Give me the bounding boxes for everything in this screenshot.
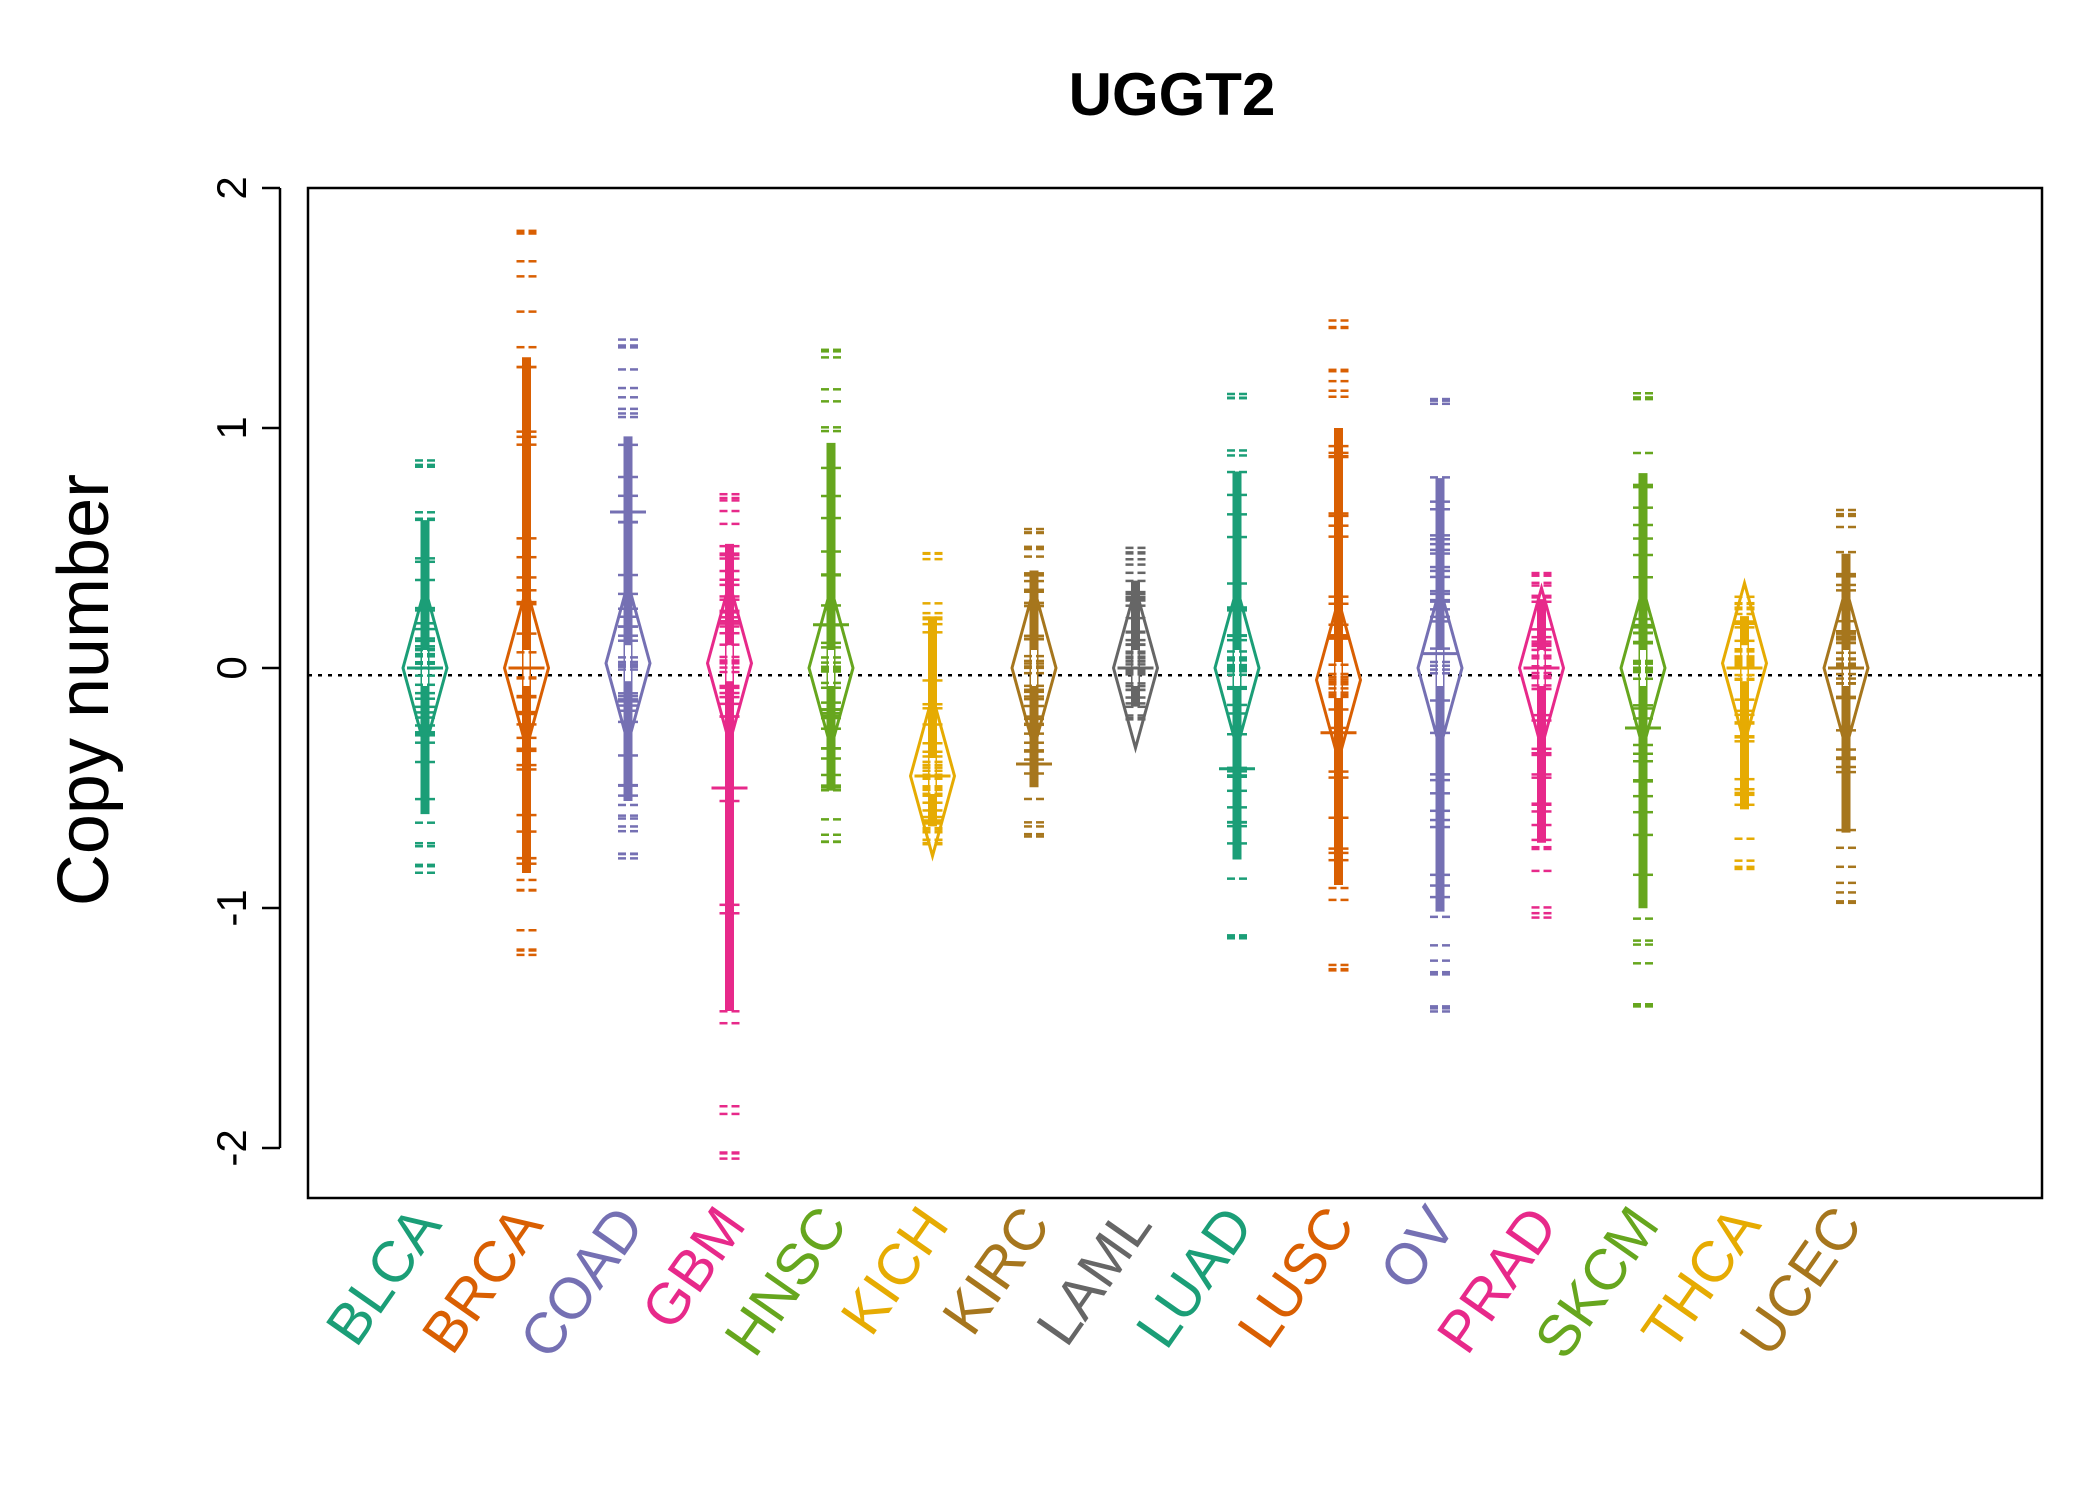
y-tick-label: -2 bbox=[208, 1129, 255, 1166]
y-tick-label: -1 bbox=[208, 889, 255, 926]
y-axis: -2 -1 0 1 2 bbox=[208, 176, 282, 1167]
bean-gbm bbox=[705, 492, 754, 1160]
y-tick-label: 1 bbox=[208, 416, 255, 439]
y-tick-label: 2 bbox=[208, 176, 255, 199]
bean-thca bbox=[1720, 577, 1769, 871]
bean-kirc bbox=[1010, 527, 1058, 838]
y-tick-label: 0 bbox=[208, 656, 255, 679]
bean-density bbox=[908, 690, 957, 862]
bean-luad bbox=[1213, 392, 1261, 940]
bean-blca bbox=[401, 459, 449, 874]
y-axis-label: Copy number bbox=[44, 474, 124, 906]
bean-kich bbox=[908, 551, 957, 862]
bean-laml bbox=[1111, 546, 1160, 754]
bean-prad bbox=[1517, 571, 1566, 919]
bean-hnsc bbox=[807, 348, 855, 844]
plot-frame bbox=[306, 186, 2044, 1200]
bean-ov bbox=[1416, 397, 1464, 1013]
bean-coad bbox=[604, 338, 652, 860]
bean-brca bbox=[502, 229, 551, 957]
bean-density bbox=[1111, 582, 1160, 754]
bean-ucec bbox=[1822, 508, 1870, 905]
bean-lusc bbox=[1314, 319, 1363, 972]
bean-skcm bbox=[1619, 391, 1667, 1008]
chart-title: UGGT2 bbox=[1069, 61, 1276, 128]
plot-area bbox=[308, 229, 2042, 1160]
x-tick-label-kich: KICH bbox=[828, 1195, 961, 1346]
